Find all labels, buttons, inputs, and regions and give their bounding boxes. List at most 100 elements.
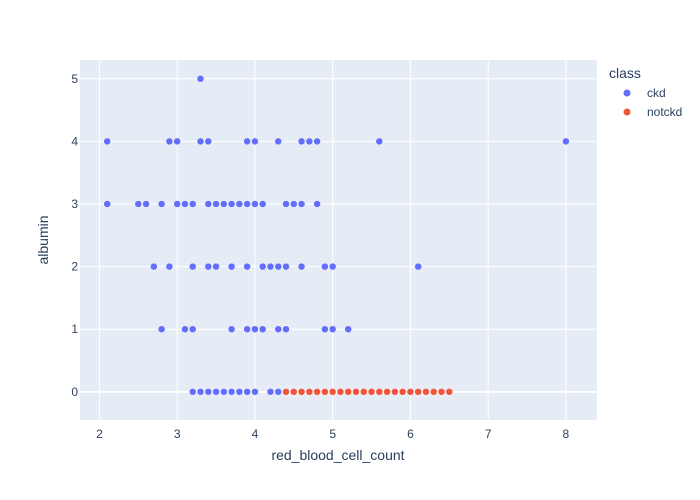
- point-notckd[interactable]: [414, 388, 422, 396]
- point-ckd[interactable]: [251, 200, 259, 208]
- legend-marker-ckd: [623, 89, 631, 97]
- point-ckd[interactable]: [297, 200, 306, 208]
- point-notckd[interactable]: [305, 388, 314, 396]
- point-ckd[interactable]: [328, 262, 337, 271]
- point-ckd[interactable]: [220, 200, 228, 208]
- point-ckd[interactable]: [220, 388, 228, 396]
- point-ckd[interactable]: [321, 262, 329, 271]
- point-ckd[interactable]: [173, 200, 181, 208]
- point-ckd[interactable]: [251, 325, 259, 333]
- point-ckd[interactable]: [235, 388, 244, 396]
- point-ckd[interactable]: [274, 137, 282, 146]
- point-notckd[interactable]: [398, 388, 407, 396]
- point-ckd[interactable]: [274, 262, 282, 271]
- point-ckd[interactable]: [243, 325, 251, 333]
- point-ckd[interactable]: [212, 388, 220, 396]
- point-ckd[interactable]: [375, 137, 384, 146]
- point-ckd[interactable]: [196, 388, 205, 396]
- point-ckd[interactable]: [181, 200, 189, 208]
- point-ckd[interactable]: [204, 137, 213, 146]
- y-tick-label: 4: [71, 134, 78, 148]
- point-notckd[interactable]: [344, 388, 352, 396]
- point-ckd[interactable]: [165, 137, 174, 146]
- x-tick-label: 6: [407, 427, 414, 441]
- point-ckd[interactable]: [243, 262, 251, 271]
- point-ckd[interactable]: [142, 200, 150, 208]
- point-ckd[interactable]: [328, 325, 337, 333]
- point-ckd[interactable]: [243, 137, 251, 146]
- x-tick-label: 2: [96, 427, 103, 441]
- point-notckd[interactable]: [391, 388, 399, 396]
- point-notckd[interactable]: [375, 388, 384, 396]
- legend-label-ckd[interactable]: ckd: [647, 86, 666, 100]
- point-notckd[interactable]: [321, 388, 329, 396]
- point-ckd[interactable]: [313, 200, 321, 208]
- point-notckd[interactable]: [328, 388, 337, 396]
- point-ckd[interactable]: [313, 137, 321, 146]
- point-ckd[interactable]: [266, 388, 275, 396]
- point-ckd[interactable]: [243, 200, 251, 208]
- point-ckd[interactable]: [282, 200, 290, 208]
- point-notckd[interactable]: [352, 388, 360, 396]
- point-notckd[interactable]: [422, 388, 430, 396]
- point-ckd[interactable]: [282, 262, 290, 271]
- point-ckd[interactable]: [344, 325, 352, 333]
- point-ckd[interactable]: [196, 137, 205, 146]
- point-ckd[interactable]: [165, 262, 174, 271]
- point-ckd[interactable]: [212, 200, 220, 208]
- point-notckd[interactable]: [282, 388, 290, 396]
- point-notckd[interactable]: [445, 388, 454, 396]
- point-ckd[interactable]: [103, 200, 111, 208]
- point-ckd[interactable]: [266, 262, 275, 271]
- point-ckd[interactable]: [235, 200, 244, 208]
- point-ckd[interactable]: [150, 262, 158, 271]
- point-ckd[interactable]: [204, 388, 213, 396]
- point-ckd[interactable]: [188, 325, 197, 333]
- point-notckd[interactable]: [313, 388, 321, 396]
- point-notckd[interactable]: [336, 388, 345, 396]
- point-ckd[interactable]: [297, 262, 306, 271]
- point-ckd[interactable]: [258, 262, 267, 271]
- point-ckd[interactable]: [227, 200, 236, 208]
- point-ckd[interactable]: [134, 200, 143, 208]
- point-ckd[interactable]: [173, 137, 181, 146]
- point-ckd[interactable]: [258, 200, 267, 208]
- point-ckd[interactable]: [181, 325, 189, 333]
- point-ckd[interactable]: [188, 262, 197, 271]
- point-ckd[interactable]: [305, 137, 314, 146]
- point-ckd[interactable]: [274, 325, 282, 333]
- point-ckd[interactable]: [414, 262, 422, 271]
- point-ckd[interactable]: [251, 137, 259, 146]
- point-ckd[interactable]: [157, 325, 166, 333]
- point-ckd[interactable]: [204, 262, 213, 271]
- point-ckd[interactable]: [243, 388, 251, 396]
- point-ckd[interactable]: [212, 262, 220, 271]
- point-ckd[interactable]: [227, 262, 236, 271]
- point-ckd[interactable]: [188, 200, 197, 208]
- point-ckd[interactable]: [290, 200, 298, 208]
- point-ckd[interactable]: [157, 200, 166, 208]
- point-ckd[interactable]: [297, 137, 306, 146]
- point-ckd[interactable]: [282, 325, 290, 333]
- legend-label-notckd[interactable]: notckd: [647, 105, 682, 119]
- point-ckd[interactable]: [196, 75, 205, 83]
- point-notckd[interactable]: [367, 388, 376, 396]
- point-ckd[interactable]: [321, 325, 329, 333]
- point-ckd[interactable]: [251, 388, 259, 396]
- point-ckd[interactable]: [204, 200, 213, 208]
- point-ckd[interactable]: [562, 137, 570, 146]
- point-ckd[interactable]: [274, 388, 282, 396]
- point-notckd[interactable]: [383, 388, 391, 396]
- point-ckd[interactable]: [188, 388, 197, 396]
- point-notckd[interactable]: [360, 388, 368, 396]
- point-ckd[interactable]: [227, 325, 236, 333]
- point-notckd[interactable]: [429, 388, 438, 396]
- point-notckd[interactable]: [437, 388, 446, 396]
- legend-title: class: [609, 65, 641, 81]
- point-ckd[interactable]: [258, 325, 267, 333]
- point-notckd[interactable]: [297, 388, 306, 396]
- point-ckd[interactable]: [103, 137, 111, 146]
- point-notckd[interactable]: [290, 388, 298, 396]
- point-ckd[interactable]: [227, 388, 236, 396]
- point-notckd[interactable]: [406, 388, 415, 396]
